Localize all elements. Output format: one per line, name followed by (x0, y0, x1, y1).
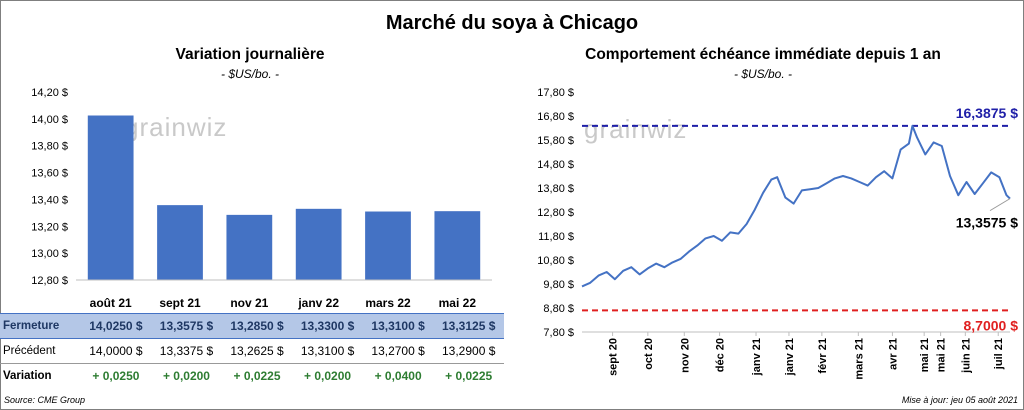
y-tick-label: 7,80 $ (543, 327, 574, 339)
table-row-previous: Précédent 14,0000 $ 13,3375 $ 13,2625 $ … (0, 338, 504, 364)
x-tick-label: janv 22 (297, 296, 339, 310)
x-tick-label: févr 21 (817, 338, 829, 373)
table-cell: + 0,0225 (445, 369, 493, 383)
source-note: Source: CME Group (4, 395, 86, 405)
x-tick-label: oct 20 (643, 338, 655, 370)
table-cell: 13,3125 $ (433, 313, 504, 339)
y-tick-label: 14,80 $ (537, 159, 574, 171)
x-tick-label: juil 21 (993, 338, 1005, 370)
row-label: Variation (3, 370, 52, 382)
table-cell: 13,2700 $ (362, 338, 434, 364)
bar-chart-unit: - $US/bo. - (220, 67, 280, 81)
table-row-close: Fermeture 14,0250 $ 13,3575 $ 13,2850 $ … (0, 313, 504, 339)
table-cell: + 0,0200 (304, 369, 352, 383)
table-cell: 13,2625 $ (221, 338, 293, 364)
y-tick-label: 14,00 $ (31, 114, 68, 126)
x-tick-label: nov 21 (230, 296, 268, 310)
table-cell: 13,3100 $ (292, 338, 363, 364)
page-title: Marché du soya à Chicago (385, 12, 639, 34)
y-tick-label: 11,80 $ (538, 231, 574, 243)
y-tick-label: 13,20 $ (31, 221, 68, 233)
y-tick-label: 12,80 $ (31, 275, 68, 287)
y-tick-label: 13,80 $ (537, 183, 574, 195)
y-tick-label: 15,80 $ (537, 135, 574, 147)
x-tick-label: nov 20 (679, 338, 691, 373)
row-label: Précédent (0, 338, 81, 364)
last-value-leader (989, 198, 1011, 212)
x-tick-label: sept 21 (159, 296, 201, 310)
update-note: Mise à jour: jeu 05 août 2021 (901, 395, 1018, 405)
x-tick-label: août 21 (90, 296, 132, 310)
max-value-label: 16,3875 $ (956, 105, 1018, 121)
y-tick-label: 13,60 $ (31, 168, 68, 180)
bar (226, 214, 273, 280)
y-tick-label: 10,80 $ (537, 255, 574, 267)
min-value-label: 8,7000 $ (964, 317, 1019, 333)
x-tick-label: mars 21 (853, 338, 865, 380)
y-tick-label: 12,80 $ (537, 207, 574, 219)
table-cell: 13,2850 $ (221, 313, 293, 339)
x-tick-label: sept 20 (608, 338, 620, 376)
bar (295, 208, 342, 280)
y-tick-label: 16,80 $ (537, 111, 574, 123)
table-cell: 13,3375 $ (151, 338, 222, 364)
bar (365, 211, 411, 280)
x-tick-label: janv 21 (751, 338, 763, 376)
table-row-variation: Variation + 0,0250 + 0,0200 + 0,0225 + 0… (0, 364, 504, 389)
row-label: Fermeture (0, 313, 81, 339)
bar (434, 211, 481, 280)
y-tick-label: 13,00 $ (31, 248, 68, 260)
table-cell: 13,2900 $ (433, 338, 504, 364)
y-tick-label: 8,80 $ (543, 303, 574, 315)
last-value-label: 13,3575 $ (956, 215, 1018, 231)
bar-chart-title: Variation journalière (175, 46, 325, 63)
contracts-table: Fermeture 14,0250 $ 13,3575 $ 13,2850 $ … (0, 313, 504, 388)
bar-chart: 12,80 $ 13,00 $ 13,20 $ 13,40 $ 13,60 $ 13,80… (31, 87, 492, 310)
x-tick-label: mai 21 (919, 338, 931, 372)
line-chart: 7,80 $ 8,80 $ 9,80 $ 10,80 $ 11,80 $ 12,80 $ 1… (537, 87, 1019, 380)
watermark-left: grainwiz (124, 112, 228, 142)
watermark-right: grainwiz (584, 114, 688, 144)
x-tick-label: avr 21 (887, 338, 899, 370)
y-tick-label: 14,20 $ (31, 87, 68, 99)
table-cell: 13,3575 $ (151, 313, 222, 339)
bar (87, 115, 134, 280)
table-cell: 13,3100 $ (362, 313, 434, 339)
x-tick-label: mai 21 (936, 338, 948, 372)
x-tick-label: déc 20 (715, 338, 727, 372)
table-cell: + 0,0200 (162, 369, 210, 383)
y-tick-label: 13,80 $ (31, 141, 68, 153)
table-cell: 14,0000 $ (80, 338, 152, 364)
y-tick-label: 13,40 $ (31, 194, 68, 206)
bar (157, 205, 203, 280)
y-tick-label: 17,80 $ (537, 87, 574, 99)
table-cell: 14,0250 $ (80, 313, 152, 339)
y-tick-label: 9,80 $ (543, 279, 574, 291)
table-cell: + 0,0225 (233, 369, 281, 383)
table-cell: 13,3300 $ (292, 313, 363, 339)
x-tick-label: mars 22 (365, 296, 411, 310)
x-tick-label: janv 21 (784, 338, 796, 376)
x-tick-label: juin 21 (960, 338, 972, 374)
line-chart-unit: - $US/bo. - (733, 67, 793, 81)
table-cell: + 0,0400 (374, 369, 422, 383)
price-series-line (581, 124, 1011, 288)
x-tick-label: mai 22 (439, 296, 477, 310)
table-cell: + 0,0250 (92, 369, 140, 383)
line-chart-title: Comportement échéance immédiate depuis 1… (585, 46, 941, 63)
